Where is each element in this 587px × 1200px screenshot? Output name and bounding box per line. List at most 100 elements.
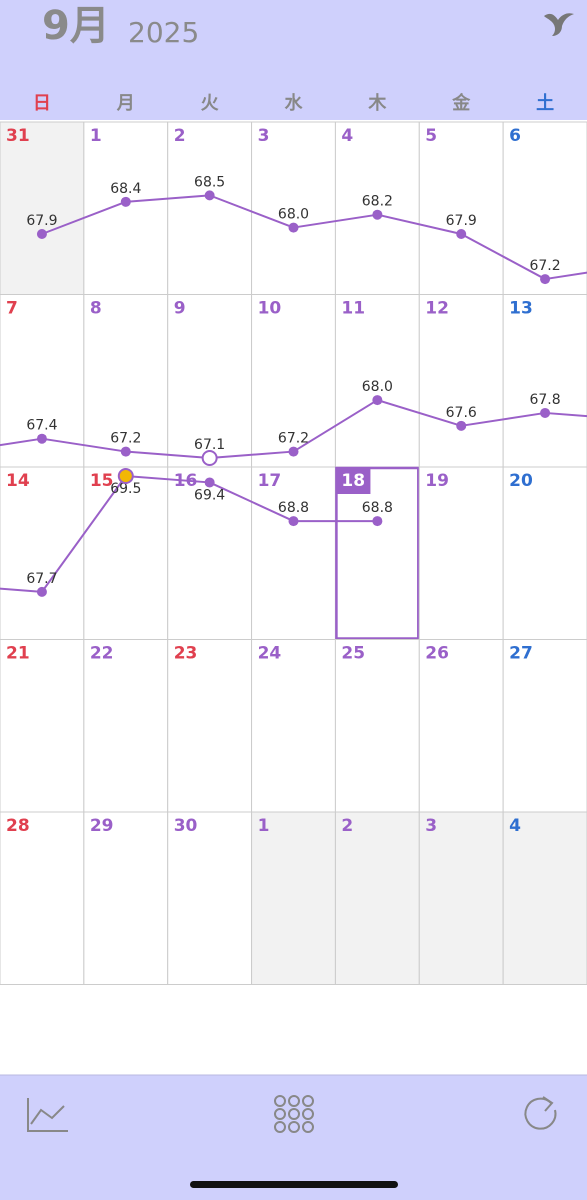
graph-button[interactable] [27,1098,68,1132]
day-cell[interactable] [83,466,169,640]
day-number: 25 [341,644,365,664]
day-cell[interactable] [334,466,420,640]
day-number: 4 [509,816,521,836]
day-cell[interactable] [418,811,504,985]
weight-label: 68.4 [110,181,141,197]
day-number: 18 [341,471,365,491]
day-number: 27 [509,644,533,664]
day-cell[interactable] [167,639,253,813]
weight-point [372,209,383,220]
day-number: 22 [90,644,114,664]
trend-line [292,399,378,453]
day-cell[interactable] [502,639,587,813]
weight-label: 67.9 [26,213,57,229]
day-cell[interactable] [251,294,336,468]
weight-label: 67.1 [194,437,225,453]
trend-line [125,194,210,203]
day-number: 1 [90,126,102,146]
day-cell[interactable] [251,811,336,985]
weight-label: 67.8 [529,392,560,408]
trend-line [41,200,127,235]
day-number: 23 [174,644,198,664]
day-number: 17 [258,471,282,491]
day-cell[interactable] [502,466,587,640]
day-cell[interactable] [418,639,504,813]
day-cell[interactable] [83,639,169,813]
weight-point [36,586,47,597]
day-cell[interactable] [334,639,420,813]
trend-line [460,233,546,280]
day-number: 20 [509,471,533,491]
day-number: 1 [258,816,270,836]
trend-line [544,411,587,418]
day-number: 5 [425,126,437,146]
day-cell[interactable] [334,121,420,295]
day-cell[interactable] [251,466,336,640]
today-badge [336,468,371,494]
weight-label: 67.9 [446,213,477,229]
weight-label: 67.2 [110,431,141,447]
day-cell[interactable] [83,811,169,985]
weight-label: 68.8 [278,500,309,516]
day-number: 6 [509,126,521,146]
weight-point [204,477,215,488]
dot [302,1095,314,1107]
day-number: 3 [258,126,270,146]
weekday-label: 金 [451,92,471,114]
dot [302,1108,314,1120]
day-cell[interactable] [0,121,85,295]
day-cell[interactable] [502,811,587,985]
weight-label: 68.0 [362,379,393,395]
trend-line [544,271,587,281]
weight-point [372,516,383,527]
refresh-button[interactable] [524,1096,557,1130]
trend-line [461,411,546,427]
trend-line [125,450,210,459]
day-cell[interactable] [167,121,253,295]
day-number: 11 [341,299,365,319]
day-cell[interactable] [0,639,85,813]
day-cell[interactable] [502,121,587,295]
day-cell[interactable] [251,121,336,295]
day-number: 2 [174,126,186,146]
calendar-button[interactable] [274,1095,314,1133]
day-cell[interactable] [83,294,169,468]
trend-line [209,194,294,229]
month: 9月 [42,3,110,49]
day-cell[interactable] [418,466,504,640]
min-point [201,450,218,466]
day-cell[interactable] [83,121,169,295]
day-number: 3 [425,816,437,836]
weight-point [288,222,299,233]
day-cell[interactable] [167,811,253,985]
day-number: 7 [6,299,18,319]
day-cell[interactable] [418,121,504,295]
day-number: 15 [90,471,114,491]
day-cell[interactable] [0,811,85,985]
day-number: 29 [90,816,114,836]
today-outline [335,466,420,640]
weekday-label: 月 [116,93,135,114]
day-number: 30 [174,816,198,836]
day-number: 2 [341,816,353,836]
day-cell[interactable] [251,639,336,813]
day-cell[interactable] [334,811,420,985]
day-cell[interactable] [167,294,253,468]
day-cell[interactable] [0,466,85,640]
weight-label: 67.4 [26,418,57,434]
day-number: 19 [425,471,449,491]
day-number: 26 [425,644,449,664]
day-cell[interactable] [418,294,504,468]
weight-label: 68.8 [362,500,393,516]
weight-label: 67.2 [529,258,560,274]
app-logo[interactable] [544,13,574,36]
trend-line [377,399,462,427]
weight-label: 67.2 [278,431,309,447]
trend-line [125,475,210,484]
weight-label: 69.5 [110,481,141,497]
day-cell[interactable] [502,294,587,468]
dot [288,1095,300,1107]
weekday-label: 日 [33,93,51,114]
dot [274,1121,286,1133]
